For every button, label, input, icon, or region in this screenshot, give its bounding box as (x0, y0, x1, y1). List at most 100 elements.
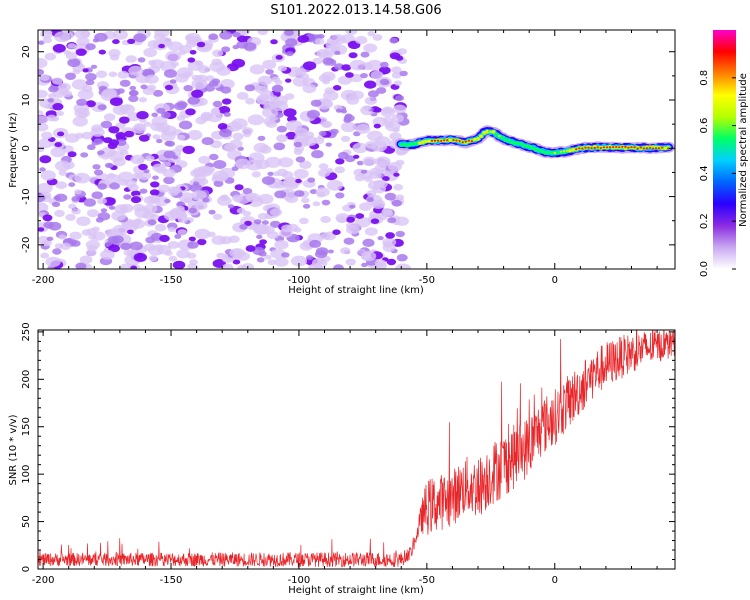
heatmap-noise-cell (152, 134, 161, 140)
heatmap-noise-cell (228, 235, 240, 243)
heatmap-noise-cell (322, 57, 334, 65)
heatmap-noise-cell (320, 232, 331, 240)
heatmap-noise-cell (276, 125, 287, 133)
heatmap-noise-cell (67, 58, 81, 68)
heatmap-noise-cell (103, 113, 116, 122)
heatmap-noise-cell (38, 122, 49, 132)
heatmap-track-cell (415, 142, 418, 145)
heatmap-noise-cell (232, 32, 241, 38)
heatmap-noise-cell (48, 85, 59, 93)
heatmap-noise-cell (284, 30, 294, 36)
heatmap-noise-cell (306, 255, 314, 261)
heatmap-track-cell (412, 143, 415, 146)
heatmap-noise-cell (137, 57, 146, 63)
heatmap-noise-cell (218, 106, 231, 114)
heatmap-noise-cell (299, 217, 309, 225)
heatmap-noise-cell (191, 190, 207, 201)
heatmap-track-cell (532, 147, 535, 149)
heatmap-noise-cell (65, 51, 78, 60)
heatmap-noise-cell (38, 89, 48, 99)
heatmap-noise-cell (334, 50, 341, 55)
heatmap-track-cell (538, 149, 541, 152)
heatmap-track-cell (436, 139, 440, 142)
heatmap-noise-cell (117, 179, 128, 186)
heatmap-noise-cell (86, 209, 99, 218)
snr-x-tick-label: -100 (288, 575, 311, 586)
heatmap-noise-cell (335, 108, 343, 113)
heatmap-noise-cell (95, 217, 104, 223)
heatmap-noise-cell (395, 159, 405, 166)
heatmap-noise-cell (196, 41, 206, 48)
heatmap-noise-cell (143, 47, 158, 58)
heatmap-noise-cell (318, 163, 329, 170)
heatmap-noise-cell (262, 59, 277, 70)
heatmap-noise-cell (242, 188, 253, 195)
heatmap-noise-cell (281, 224, 293, 233)
heatmap-noise-cell (130, 265, 137, 269)
heatmap-noise-cell (123, 194, 132, 200)
heatmap-noise-cell (325, 142, 332, 147)
snr-x-tick-label: 0 (552, 575, 558, 586)
heatmap-noise-cell (128, 95, 139, 103)
heatmap-noise-cell (274, 240, 289, 250)
heatmap-noise-cell (382, 210, 394, 217)
heatmap-noise-cell (38, 183, 53, 194)
heatmap-track-cell (446, 139, 449, 142)
heatmap-noise-cell (332, 85, 342, 91)
heatmap-noise-cell (391, 72, 402, 79)
heatmap-noise-cell (158, 43, 166, 49)
heatmap-noise-cell (185, 40, 197, 48)
heatmap-noise-cell (68, 182, 76, 187)
heatmap-noise-cell (340, 247, 351, 255)
heatmap-noise-cell (93, 138, 103, 145)
heatmap-noise-cell (117, 70, 130, 79)
heatmap-track-cell (440, 139, 443, 142)
heatmap-noise-cell (149, 189, 160, 196)
heatmap-noise-cell (219, 128, 232, 138)
heatmap-track-cell (544, 151, 547, 154)
heatmap-noise-cell (164, 69, 177, 78)
heatmap-noise-cell (256, 257, 265, 263)
heatmap-noise-cell (39, 167, 46, 172)
heatmap-noise-cell (100, 120, 113, 129)
heatmap-noise-cell (138, 163, 148, 171)
heatmap-noise-cell (231, 118, 248, 130)
heatmap-track-cell (406, 143, 409, 146)
heatmap-noise-cell (355, 213, 365, 219)
heatmap-noise-cell (340, 135, 351, 142)
heatmap-noise-cell (335, 192, 345, 199)
colorbar-tick-label: 0.6 (699, 118, 710, 134)
figure-title: S101.2022.013.14.58.G06 (270, 3, 441, 18)
heatmap-noise-cell (275, 55, 283, 60)
heatmap-noise-cell (278, 157, 294, 168)
heatmap-noise-cell (261, 176, 276, 185)
heatmap-noise-cell (129, 241, 143, 251)
heatmap-track-cell (556, 151, 559, 154)
heatmap-noise-cell (73, 103, 90, 114)
heatmap-noise-cell (119, 79, 131, 87)
heatmap-noise-cell (236, 35, 248, 43)
heatmap-track-cell (559, 150, 563, 153)
heatmap-noise-cell (100, 153, 111, 160)
heatmap-noise-cell (125, 55, 137, 63)
heatmap-noise-cell (364, 227, 378, 236)
heatmap-noise-cell (315, 187, 330, 197)
heatmap-noise-cell (385, 232, 395, 239)
heatmap-noise-cell (171, 186, 182, 194)
heatmap-noise-cell (375, 156, 391, 167)
heatmap-noise-cell (82, 68, 89, 73)
heatmap-noise-cell (59, 242, 72, 250)
heatmap-noise-cell (39, 155, 52, 164)
heatmap-track-cell (519, 143, 523, 146)
heatmap-noise-cell (213, 160, 227, 169)
heatmap-noise-cell (367, 90, 379, 98)
heatmap-track-cell (618, 146, 621, 149)
heatmap-track-cell (510, 141, 513, 143)
heatmap-noise-cell (172, 260, 186, 269)
heatmap-track-cell (654, 147, 658, 150)
heatmap-noise-cell (399, 70, 408, 77)
heatmap-noise-cell (208, 209, 216, 215)
heatmap-noise-cell (162, 168, 176, 178)
colorbar-tick-label: 0.4 (699, 165, 710, 181)
heatmap-track-cell (418, 141, 421, 144)
